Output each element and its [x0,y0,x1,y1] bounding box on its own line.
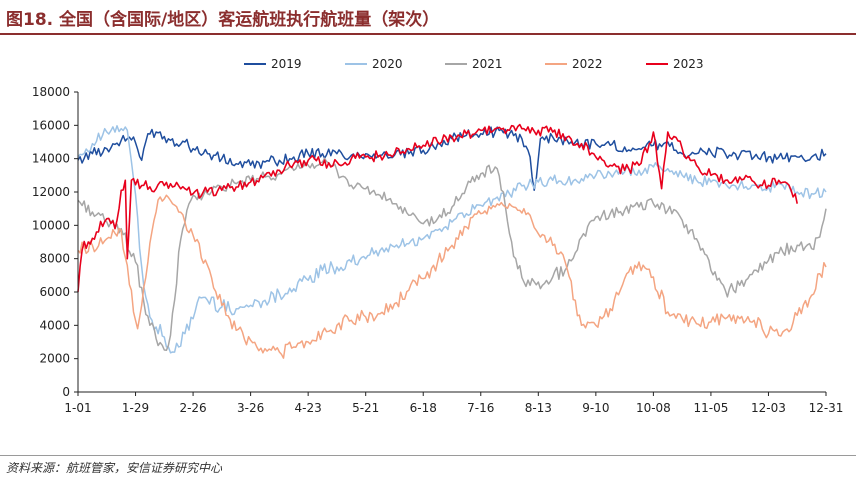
x-tick-label: 9-10 [582,401,609,415]
title-underline [0,33,856,35]
series-layer [77,123,827,359]
x-tick-label: 1-29 [122,401,149,415]
title-bar: 图18. 全国（含国际/地区）客运航班执行航班量（架次） [0,0,856,35]
y-tick-label: 14000 [32,152,70,166]
line-chart: 2019 2020 2021 2022 2023 0 2000 4000 6000 8000 10… [32,57,844,415]
y-tick-label: 10000 [32,218,70,232]
series-line-2022 [77,194,827,359]
x-tick-label: 1-01 [64,401,91,415]
chart-axes: 0 2000 4000 6000 8000 10000 12000 14000 16000 180… [32,85,844,415]
y-tick-label: 6000 [39,285,70,299]
legend-label-2020: 2020 [372,57,403,71]
x-tick-label: 5-21 [352,401,379,415]
x-tick-label: 12-31 [809,401,844,415]
x-tick-label: 11-05 [693,401,728,415]
y-tick-label: 12000 [32,185,70,199]
y-tick-label: 8000 [39,252,70,266]
y-tick-label: 18000 [32,85,70,99]
legend-label-2019: 2019 [271,57,302,71]
x-tick-label: 6-18 [410,401,437,415]
source-divider [0,455,856,456]
x-tick-label: 8-13 [525,401,552,415]
y-tick-label: 4000 [39,318,70,332]
chart-area: 2019 2020 2021 2022 2023 0 2000 4000 6000 8000 10… [0,36,856,446]
legend-label-2022: 2022 [572,57,603,71]
y-tick-label: 2000 [39,352,70,366]
series-line-2023 [77,123,798,293]
x-tick-label: 2-26 [179,401,206,415]
source-note: 资料来源：航班管家，安信证券研究中心 [6,461,223,475]
x-tick-label: 12-03 [751,401,786,415]
legend-label-2021: 2021 [472,57,503,71]
series-line-2021 [77,157,827,352]
series-line-2020 [77,125,827,354]
chart-legend: 2019 2020 2021 2022 2023 [244,57,704,71]
page-title: 图18. 全国（含国际/地区）客运航班执行航班量（架次） [6,10,440,30]
legend-label-2023: 2023 [673,57,704,71]
x-tick-label: 7-16 [467,401,494,415]
y-tick-label: 0 [62,385,70,399]
x-tick-label: 3-26 [237,401,264,415]
x-tick-label: 10-08 [636,401,671,415]
y-tick-label: 16000 [32,118,70,132]
x-tick-label: 4-23 [295,401,322,415]
